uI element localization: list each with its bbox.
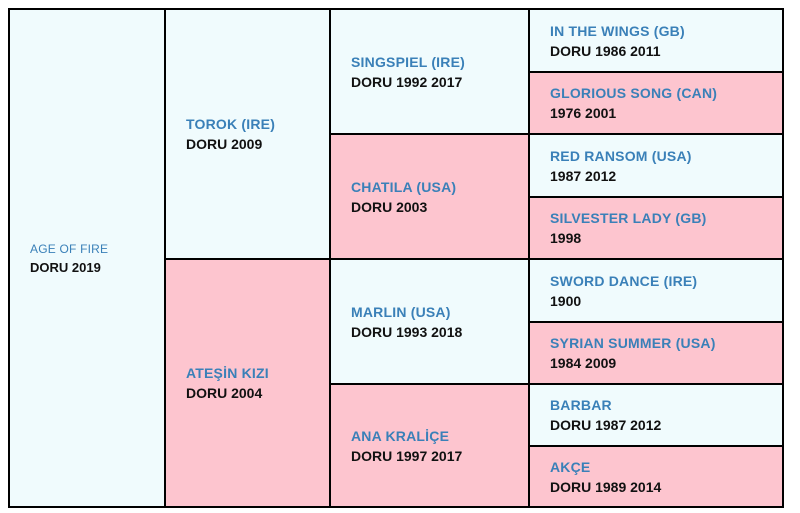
horse-info: DORU 1993 2018 — [351, 323, 463, 340]
horse-info: DORU 2019 — [30, 259, 101, 275]
pedigree-root-horse[interactable]: AGE OF FIRE DORU 2019 — [8, 8, 166, 508]
ancestor-cell[interactable]: RED RANSOM (USA) 1987 2012 — [528, 133, 784, 198]
ancestor-cell[interactable]: IN THE WINGS (GB) DORU 1986 2011 — [528, 8, 784, 73]
horse-name[interactable]: RED RANSOM (USA) — [550, 147, 692, 164]
horse-info: 1998 — [550, 230, 582, 246]
dam-cell[interactable]: ATEŞİN KIZI DORU 2004 — [164, 258, 331, 508]
horse-name[interactable]: BARBAR — [550, 397, 612, 413]
horse-info: 1976 2001 — [550, 105, 617, 121]
sire-cell[interactable]: TOROK (IRE) DORU 2009 — [164, 8, 331, 260]
horse-name[interactable]: ATEŞİN KIZI — [186, 365, 269, 381]
horse-name[interactable]: SINGSPIEL (IRE) — [351, 53, 465, 70]
granddam-maternal-cell[interactable]: ANA KRALİÇE DORU 1997 2017 — [329, 383, 530, 508]
horse-info: DORU 1987 2012 — [550, 417, 662, 433]
horse-name[interactable]: MARLIN (USA) — [351, 303, 451, 320]
horse-name[interactable]: SYRIAN SUMMER (USA) — [550, 335, 716, 351]
horse-info: DORU 1986 2011 — [550, 42, 661, 59]
horse-info: DORU 1997 2017 — [351, 447, 463, 464]
horse-name[interactable]: ANA KRALİÇE — [351, 427, 450, 444]
horse-name[interactable]: AGE OF FIRE — [30, 241, 109, 256]
horse-name[interactable]: TOROK (IRE) — [186, 116, 276, 132]
horse-name[interactable]: AKÇE — [550, 458, 591, 475]
ancestor-cell[interactable]: SYRIAN SUMMER (USA) 1984 2009 — [528, 321, 784, 385]
horse-name[interactable]: SILVESTER LADY (GB) — [550, 210, 707, 226]
ancestor-cell[interactable]: GLORIOUS SONG (CAN) 1976 2001 — [528, 71, 784, 135]
horse-info: 1984 2009 — [550, 355, 617, 371]
horse-info: DORU 2003 — [351, 198, 428, 215]
grandsire-paternal-cell[interactable]: SINGSPIEL (IRE) DORU 1992 2017 — [329, 8, 530, 135]
horse-info: DORU 2009 — [186, 136, 263, 152]
horse-name[interactable]: IN THE WINGS (GB) — [550, 22, 685, 39]
grandsire-maternal-cell[interactable]: MARLIN (USA) DORU 1993 2018 — [329, 258, 530, 385]
horse-info: DORU 1992 2017 — [351, 73, 463, 90]
horse-info: 1987 2012 — [550, 167, 617, 184]
ancestor-cell[interactable]: AKÇE DORU 1989 2014 — [528, 445, 784, 508]
horse-info: DORU 2004 — [186, 385, 263, 401]
ancestor-cell[interactable]: BARBAR DORU 1987 2012 — [528, 383, 784, 447]
ancestor-cell[interactable]: SILVESTER LADY (GB) 1998 — [528, 196, 784, 260]
horse-name[interactable]: GLORIOUS SONG (CAN) — [550, 85, 718, 101]
horse-name[interactable]: SWORD DANCE (IRE) — [550, 272, 698, 289]
horse-info: DORU 1989 2014 — [550, 478, 662, 495]
horse-name[interactable]: CHATILA (USA) — [351, 178, 457, 195]
ancestor-cell[interactable]: SWORD DANCE (IRE) 1900 — [528, 258, 784, 323]
horse-info: 1900 — [550, 292, 582, 309]
granddam-paternal-cell[interactable]: CHATILA (USA) DORU 2003 — [329, 133, 530, 260]
